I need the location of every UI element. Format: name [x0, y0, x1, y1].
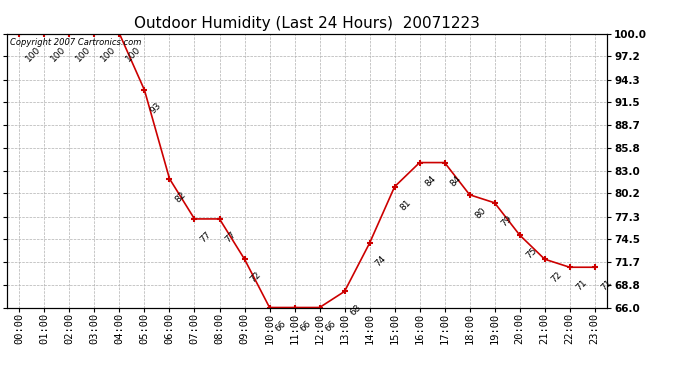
- Text: 79: 79: [499, 214, 513, 228]
- Text: 100: 100: [23, 45, 42, 63]
- Text: 100: 100: [99, 45, 117, 63]
- Text: 71: 71: [599, 278, 613, 293]
- Text: 84: 84: [448, 174, 463, 188]
- Text: 71: 71: [574, 278, 589, 293]
- Text: Copyright 2007 Cartronics.com: Copyright 2007 Cartronics.com: [10, 38, 141, 47]
- Text: 80: 80: [474, 206, 489, 220]
- Text: 82: 82: [174, 190, 188, 204]
- Text: 72: 72: [549, 270, 563, 285]
- Text: 72: 72: [248, 270, 263, 285]
- Text: 75: 75: [524, 246, 538, 261]
- Text: 84: 84: [424, 174, 438, 188]
- Text: 100: 100: [48, 45, 67, 63]
- Text: 77: 77: [199, 230, 213, 244]
- Text: 68: 68: [348, 303, 363, 317]
- Text: 77: 77: [224, 230, 238, 244]
- Text: 81: 81: [399, 198, 413, 212]
- Text: 66: 66: [324, 319, 338, 333]
- Text: 100: 100: [124, 45, 142, 63]
- Text: 66: 66: [274, 319, 288, 333]
- Title: Outdoor Humidity (Last 24 Hours)  20071223: Outdoor Humidity (Last 24 Hours) 2007122…: [134, 16, 480, 31]
- Text: 66: 66: [299, 319, 313, 333]
- Text: 100: 100: [74, 45, 92, 63]
- Text: 93: 93: [148, 101, 163, 116]
- Text: 74: 74: [374, 254, 388, 268]
